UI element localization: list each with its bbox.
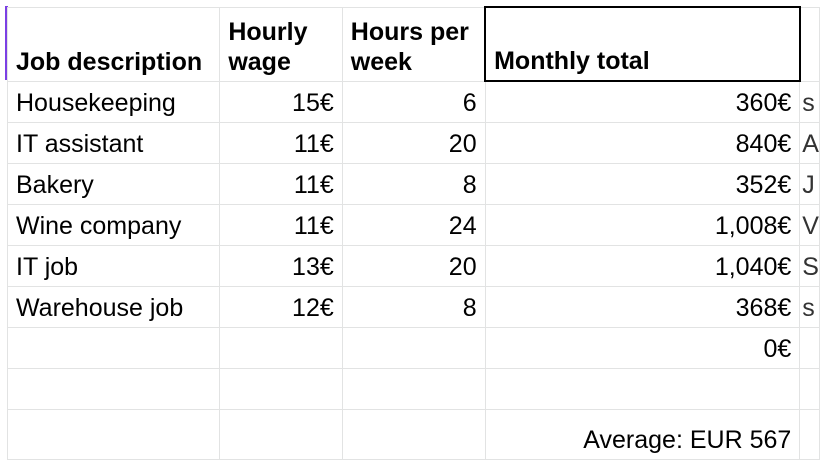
header-row: Job description Hourly wage Hours per we…	[6, 6, 820, 82]
cell-wage[interactable]	[219, 408, 343, 460]
cell-wage[interactable]: 13€	[219, 244, 343, 287]
cell-job[interactable]: IT assistant	[6, 121, 221, 164]
header-monthly-total[interactable]: Monthly total	[484, 6, 801, 82]
table-row: 0€	[6, 326, 820, 369]
cell-wage[interactable]: 11€	[219, 121, 343, 164]
cell-job[interactable]: Warehouse job	[6, 285, 221, 328]
average-total-cell[interactable]: Average: EUR 567	[484, 408, 801, 460]
cell-wage[interactable]	[219, 326, 343, 369]
summary-row: Average: EUR 567	[6, 408, 820, 460]
cell-hours[interactable]	[341, 326, 486, 369]
header-hourly-wage[interactable]: Hourly wage	[219, 6, 343, 82]
cell-monthly[interactable]: 0€	[484, 326, 801, 369]
cell-monthly[interactable]	[484, 367, 801, 410]
cell-wage[interactable]	[219, 367, 343, 410]
cell-wage[interactable]: 12€	[219, 285, 343, 328]
cell-monthly[interactable]: 360€	[484, 80, 801, 123]
table-row	[6, 367, 820, 410]
cell-monthly[interactable]: 1,040€	[484, 244, 801, 287]
table-row: Warehouse job 12€ 8 368€ s	[6, 285, 820, 328]
cell-job[interactable]: Housekeeping	[6, 80, 221, 123]
cell-next-clipped[interactable]	[799, 408, 820, 460]
cell-job[interactable]: Bakery	[6, 162, 221, 205]
cell-job[interactable]	[6, 408, 221, 460]
cell-job[interactable]	[6, 326, 221, 369]
cell-hours[interactable]: 8	[341, 162, 486, 205]
cell-next-clipped[interactable]: s	[799, 80, 820, 123]
cell-hours[interactable]: 6	[341, 80, 486, 123]
selection-indicator	[5, 6, 8, 80]
cell-monthly[interactable]: 368€	[484, 285, 801, 328]
cell-monthly[interactable]: 352€	[484, 162, 801, 205]
cell-next-clipped[interactable]: A	[799, 121, 820, 164]
table-row: Housekeeping 15€ 6 360€ s	[6, 80, 820, 123]
cell-next-clipped[interactable]	[799, 367, 820, 410]
cell-job[interactable]: Wine company	[6, 203, 221, 246]
cell-wage[interactable]: 11€	[219, 203, 343, 246]
cell-next-clipped[interactable]: S	[799, 244, 820, 287]
table-row: IT job 13€ 20 1,040€ S	[6, 244, 820, 287]
cell-next-clipped[interactable]: V	[799, 203, 820, 246]
cell-hours[interactable]: 8	[341, 285, 486, 328]
cell-monthly[interactable]: 1,008€	[484, 203, 801, 246]
cell-monthly[interactable]: 840€	[484, 121, 801, 164]
header-hours-per-week[interactable]: Hours per week	[341, 6, 486, 82]
cell-hours[interactable]: 20	[341, 244, 486, 287]
header-next-column-clipped[interactable]	[799, 6, 820, 82]
cell-next-clipped[interactable]: J	[799, 162, 820, 205]
table-row: Bakery 11€ 8 352€ J	[6, 162, 820, 205]
cell-wage[interactable]: 11€	[219, 162, 343, 205]
cell-hours[interactable]	[341, 367, 486, 410]
cell-hours[interactable]: 24	[341, 203, 486, 246]
header-job-description[interactable]: Job description	[6, 6, 221, 82]
cell-job[interactable]: IT job	[6, 244, 221, 287]
cell-hours[interactable]	[341, 408, 486, 460]
cell-wage[interactable]: 15€	[219, 80, 343, 123]
table-row: IT assistant 11€ 20 840€ A	[6, 121, 820, 164]
cell-next-clipped[interactable]	[799, 326, 820, 369]
data-table: Job description Hourly wage Hours per we…	[6, 6, 820, 460]
cell-job[interactable]	[6, 367, 221, 410]
cell-next-clipped[interactable]: s	[799, 285, 820, 328]
cell-hours[interactable]: 20	[341, 121, 486, 164]
table-row: Wine company 11€ 24 1,008€ V	[6, 203, 820, 246]
